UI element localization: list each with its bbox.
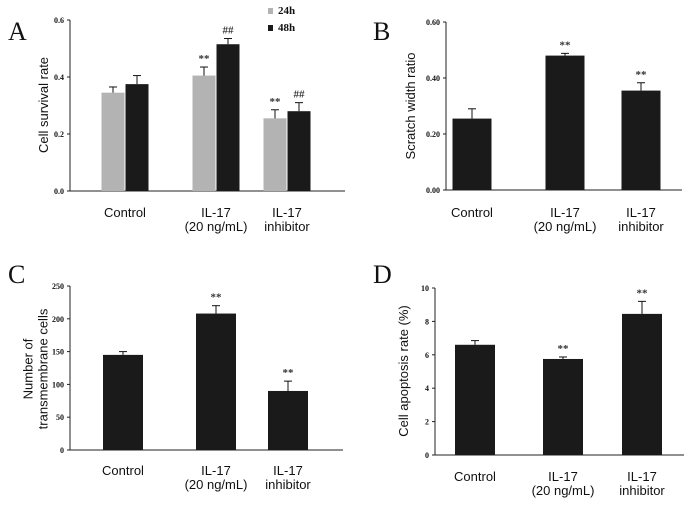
- significance-marker: **: [636, 69, 648, 81]
- x-tick-label-line: (20 ng/mL): [185, 219, 248, 234]
- y-axis-label-line: Scratch width ratio: [403, 53, 418, 160]
- x-tick-label-line: (20 ng/mL): [532, 483, 595, 498]
- significance-marker: ##: [294, 89, 306, 101]
- y-tick-label: 200: [52, 315, 64, 324]
- x-tick-label-line: Control: [454, 469, 496, 484]
- significance-marker: **: [637, 287, 649, 299]
- chart-panel-b: B 0.00 0.20 0.40 0.60 Scratch width ratio Cont…: [373, 17, 682, 234]
- panel-letter: A: [8, 17, 27, 46]
- x-tick-label: IL-17 inhibitor: [619, 469, 665, 498]
- significance-marker: ##: [223, 25, 235, 37]
- x-tick-label-line: inhibitor: [619, 483, 665, 498]
- y-tick-label: 0.2: [54, 130, 64, 139]
- x-tick-label: Control: [454, 469, 496, 484]
- bar: [196, 313, 236, 450]
- y-tick-label: 8: [425, 317, 429, 326]
- y-axis-label-line: transmembrane cells: [36, 308, 51, 429]
- y-tick-label: 50: [56, 413, 64, 422]
- y-tick-label: 0: [425, 451, 429, 460]
- y-tick-label: 0: [60, 446, 64, 455]
- bar: [101, 92, 125, 191]
- x-tick-label-line: IL-17: [273, 463, 303, 478]
- x-tick-label-line: IL-17: [201, 205, 231, 220]
- chart-panel-c: C 0 50 100 150 200 250 Number oftransmembrane c…: [8, 260, 343, 492]
- bar: [621, 90, 661, 190]
- x-tick-label-line: IL-17: [272, 205, 302, 220]
- panel-letter: C: [8, 260, 25, 289]
- x-tick-label-line: Control: [102, 463, 144, 478]
- bar: [103, 354, 143, 450]
- legend-swatch: [268, 25, 273, 31]
- y-tick-label: 0.0: [54, 187, 64, 196]
- x-tick-label-line: IL-17: [550, 205, 580, 220]
- x-tick-label-line: Control: [104, 205, 146, 220]
- bar: [545, 55, 585, 190]
- bar: [622, 313, 662, 455]
- x-tick-label: Control: [104, 205, 146, 220]
- x-tick-label: Control: [102, 463, 144, 478]
- significance-marker: **: [283, 367, 295, 379]
- chart-panel-d: D 0 2 4 6 8 10 Cell apoptosis rate (%) Control IL…: [373, 260, 684, 498]
- y-tick-label: 4: [425, 384, 429, 393]
- bar: [125, 84, 149, 191]
- x-tick-label-line: (20 ng/mL): [185, 477, 248, 492]
- legend-swatch: [268, 8, 273, 14]
- bar: [216, 44, 240, 191]
- y-axis-label: Number oftransmembrane cells: [21, 308, 51, 429]
- bar: [452, 118, 492, 190]
- y-tick-label: 250: [52, 282, 64, 291]
- y-tick-label: 10: [421, 284, 429, 293]
- significance-marker: **: [211, 292, 223, 304]
- x-tick-label: IL-17 inhibitor: [264, 205, 310, 234]
- x-tick-label: Control: [451, 205, 493, 220]
- x-tick-label: IL-17 inhibitor: [265, 463, 311, 492]
- y-tick-label: 0.20: [426, 130, 440, 139]
- x-tick-label-line: inhibitor: [618, 219, 664, 234]
- y-axis-label: Cell survival rate: [36, 57, 51, 153]
- y-tick-label: 100: [52, 380, 64, 389]
- significance-marker: **: [558, 343, 570, 355]
- bar: [543, 358, 583, 455]
- y-axis-label-line: Number of: [21, 338, 36, 399]
- y-tick-label: 0.4: [54, 73, 64, 82]
- legend-label: 24h: [278, 5, 295, 17]
- panel-letter: B: [373, 17, 390, 46]
- bar: [455, 344, 495, 455]
- x-tick-label-line: inhibitor: [265, 477, 311, 492]
- y-tick-label: 150: [52, 348, 64, 357]
- bar: [192, 75, 216, 191]
- chart-panel-a: A 0.0 0.2 0.4 0.6 Cell survival rate Control IL…: [8, 5, 345, 234]
- legend-label: 48h: [278, 22, 295, 34]
- y-tick-label: 2: [425, 418, 429, 427]
- y-tick-label: 6: [425, 351, 429, 360]
- x-tick-label-line: IL-17: [201, 463, 231, 478]
- x-tick-label: IL-17 (20 ng/mL): [185, 463, 248, 492]
- x-tick-label: IL-17 inhibitor: [618, 205, 664, 234]
- x-tick-label-line: inhibitor: [264, 219, 310, 234]
- significance-marker: **: [270, 96, 282, 108]
- y-tick-label: 0.6: [54, 16, 64, 25]
- y-tick-label: 0.60: [426, 18, 440, 27]
- x-tick-label-line: IL-17: [627, 469, 657, 484]
- y-tick-label: 0.00: [426, 186, 440, 195]
- x-tick-label-line: IL-17: [626, 205, 656, 220]
- x-tick-label-line: IL-17: [548, 469, 578, 484]
- y-axis-label: Scratch width ratio: [403, 53, 418, 160]
- significance-marker: **: [560, 39, 572, 51]
- bar: [263, 118, 287, 191]
- bar: [287, 111, 311, 191]
- x-tick-label: IL-17 (20 ng/mL): [185, 205, 248, 234]
- x-tick-label-line: (20 ng/mL): [534, 219, 597, 234]
- y-axis-label-line: Cell survival rate: [36, 57, 51, 153]
- significance-marker: **: [199, 53, 211, 65]
- x-tick-label-line: Control: [451, 205, 493, 220]
- y-axis-label-line: Cell apoptosis rate (%): [396, 305, 411, 437]
- y-tick-label: 0.40: [426, 74, 440, 83]
- y-axis-label: Cell apoptosis rate (%): [396, 305, 411, 437]
- x-tick-label: IL-17 (20 ng/mL): [532, 469, 595, 498]
- panel-letter: D: [373, 260, 392, 289]
- x-tick-label: IL-17 (20 ng/mL): [534, 205, 597, 234]
- bar: [268, 390, 308, 450]
